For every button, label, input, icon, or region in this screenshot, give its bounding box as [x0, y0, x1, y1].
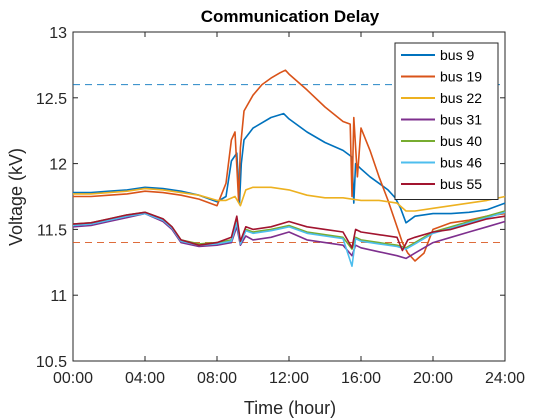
legend-entry: bus 55 [440, 176, 482, 192]
legend: bus 9 bus 19 bus 22 bus 31 bus 40 bus 46 bus 5… [394, 42, 499, 200]
x-tick-label: 00:00 [53, 370, 93, 387]
x-tick-label: 04:00 [125, 370, 165, 387]
legend-entry: bus 40 [440, 133, 482, 149]
x-axis-label: Time (hour) [244, 398, 336, 418]
series-line-bus-9 [73, 112, 506, 224]
plot-area: 00:00 04:00 08:00 12:00 16:00 20:00 24:00 10.5 1… [36, 25, 525, 387]
legend-entry: bus 46 [440, 155, 482, 171]
series-line-bus-55 [72, 211, 506, 252]
legend-box [394, 42, 499, 200]
y-tick-label: 11.5 [37, 222, 67, 239]
y-tick-label: 10.5 [36, 354, 67, 371]
series-line-bus-40 [72, 210, 506, 250]
legend-entry: bus 22 [440, 90, 482, 106]
x-tick-label: 24:00 [485, 370, 525, 387]
legend-entry: bus 9 [440, 47, 474, 63]
series-line-bus-22 [73, 186, 506, 212]
x-tick-label: 16:00 [341, 370, 381, 387]
series-line-bus-31 [72, 212, 506, 260]
x-tick-label: 12:00 [269, 370, 309, 387]
chart-title: Communication Delay [201, 7, 380, 26]
series-line-bus-19 [73, 69, 506, 262]
y-tick-label: 12.5 [36, 91, 67, 108]
y-axis-label: Voltage (kV) [6, 148, 26, 246]
y-tick-label: 11 [50, 288, 67, 305]
x-tick-label: 08:00 [197, 370, 237, 387]
y-tick-label: 13 [49, 25, 67, 42]
series-line-bus-46 [72, 211, 506, 268]
legend-entry: bus 19 [440, 69, 482, 85]
legend-entry: bus 31 [440, 112, 482, 128]
y-tick-label: 12 [49, 157, 67, 174]
x-tick-label: 20:00 [413, 370, 453, 387]
